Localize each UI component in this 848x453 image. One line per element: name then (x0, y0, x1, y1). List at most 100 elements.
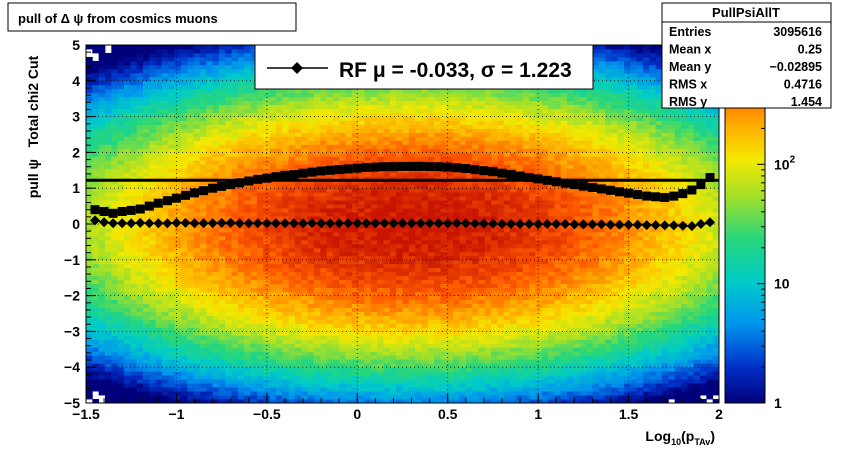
heatmap-cell (313, 243, 321, 249)
heatmap-cell (269, 371, 277, 376)
heatmap-cell (136, 200, 144, 205)
heatmap-cell (174, 351, 182, 356)
heatmap-cell (212, 367, 220, 372)
heatmap-cell (212, 295, 220, 300)
heatmap-cell (111, 120, 119, 125)
heatmap-cell (193, 335, 201, 340)
heatmap-cell (396, 259, 403, 265)
heatmap-cell (193, 168, 201, 173)
heatmap-cell (332, 247, 340, 253)
heatmap-cell (294, 192, 302, 197)
heatmap-cell (364, 176, 372, 181)
heatmap-cell (231, 291, 239, 296)
heatmap-cell (187, 259, 195, 265)
heatmap-cell (180, 176, 188, 181)
heatmap-cell (123, 231, 131, 237)
heatmap-cell (117, 104, 125, 110)
heatmap-cell (123, 172, 131, 177)
heatmap-cell (136, 387, 144, 392)
heatmap-cell (244, 339, 251, 344)
heatmap-cell (180, 383, 188, 388)
heatmap-cell (377, 387, 384, 392)
heatmap-cell (225, 200, 232, 205)
heatmap-cell (206, 104, 213, 110)
heatmap-cell (421, 124, 429, 129)
heatmap-cell (294, 140, 302, 145)
heatmap-cell (282, 343, 289, 348)
heatmap-cell (383, 311, 391, 316)
heatmap-cell (408, 251, 416, 257)
heatmap-cell (187, 231, 195, 237)
heatmap-cell (142, 395, 150, 400)
heatmap-cell (237, 88, 245, 94)
heatmap-cell (86, 363, 93, 368)
heatmap-cell (358, 319, 365, 324)
heatmap-cell (307, 112, 315, 117)
heatmap-cell (415, 295, 422, 300)
heatmap-cell (320, 351, 327, 356)
heatmap-cell (427, 391, 435, 396)
heatmap-cell (136, 124, 144, 129)
heatmap-cell (332, 363, 340, 368)
heatmap-cell (402, 212, 410, 217)
heatmap-cell (244, 383, 251, 388)
heatmap-cell (161, 275, 169, 281)
heatmap-cell (408, 204, 416, 209)
heatmap-cell (421, 367, 429, 372)
heatmap-cell (358, 180, 365, 185)
heatmap-cell (187, 208, 195, 213)
heatmap-cell (111, 395, 119, 400)
heatmap-cell (136, 323, 144, 328)
heatmap-cell (111, 255, 119, 261)
heatmap-cell (358, 263, 365, 269)
heatmap-cell (358, 315, 365, 320)
heatmap-cell (212, 148, 220, 153)
heatmap-cell (421, 96, 429, 102)
heatmap-cell (288, 295, 296, 300)
heatmap-cell (377, 351, 384, 356)
heatmap-cell (434, 303, 441, 308)
heatmap-cell (92, 68, 100, 74)
heatmap-cell (123, 180, 131, 185)
heatmap-cell (193, 347, 201, 352)
heatmap-cell (326, 156, 334, 161)
heatmap-cell (149, 160, 157, 165)
heatmap-cell (155, 216, 163, 221)
heatmap-cell (237, 124, 245, 129)
heatmap-cell (136, 168, 144, 173)
heatmap-cell (92, 136, 100, 141)
heatmap-cell (326, 104, 334, 110)
heatmap-cell (149, 363, 157, 368)
heatmap-cell (250, 88, 258, 94)
heatmap-cell (149, 307, 157, 312)
heatmap-cell (206, 331, 213, 336)
heatmap-cell (180, 387, 188, 392)
heatmap-cell (187, 160, 195, 165)
heatmap-cell (225, 283, 232, 289)
heatmap-cell (421, 148, 429, 153)
heatmap-cell (111, 239, 119, 245)
heatmap-cell (282, 371, 289, 376)
heatmap-cell (168, 100, 176, 106)
heatmap-cell (370, 156, 378, 161)
heatmap-cell (370, 184, 378, 189)
heatmap-cell (193, 132, 201, 137)
heatmap-cell (244, 208, 251, 213)
heatmap-cell (396, 243, 403, 249)
heatmap-cell (92, 152, 100, 157)
heatmap-cell (218, 351, 226, 356)
heatmap-cell (421, 100, 429, 106)
heatmap-cell (212, 92, 220, 98)
heatmap-cell (193, 120, 201, 125)
heatmap-cell (427, 295, 435, 300)
heatmap-cell (415, 239, 422, 245)
heatmap-cell (98, 331, 106, 336)
heatmap-cell (142, 196, 150, 201)
heatmap-cell (130, 359, 138, 364)
heatmap-cell (364, 200, 372, 205)
heatmap-cell (427, 323, 435, 328)
heatmap-cell (244, 355, 251, 360)
heatmap-cell (288, 251, 296, 257)
heatmap-cell (339, 188, 346, 193)
heatmap-cell (237, 156, 245, 161)
